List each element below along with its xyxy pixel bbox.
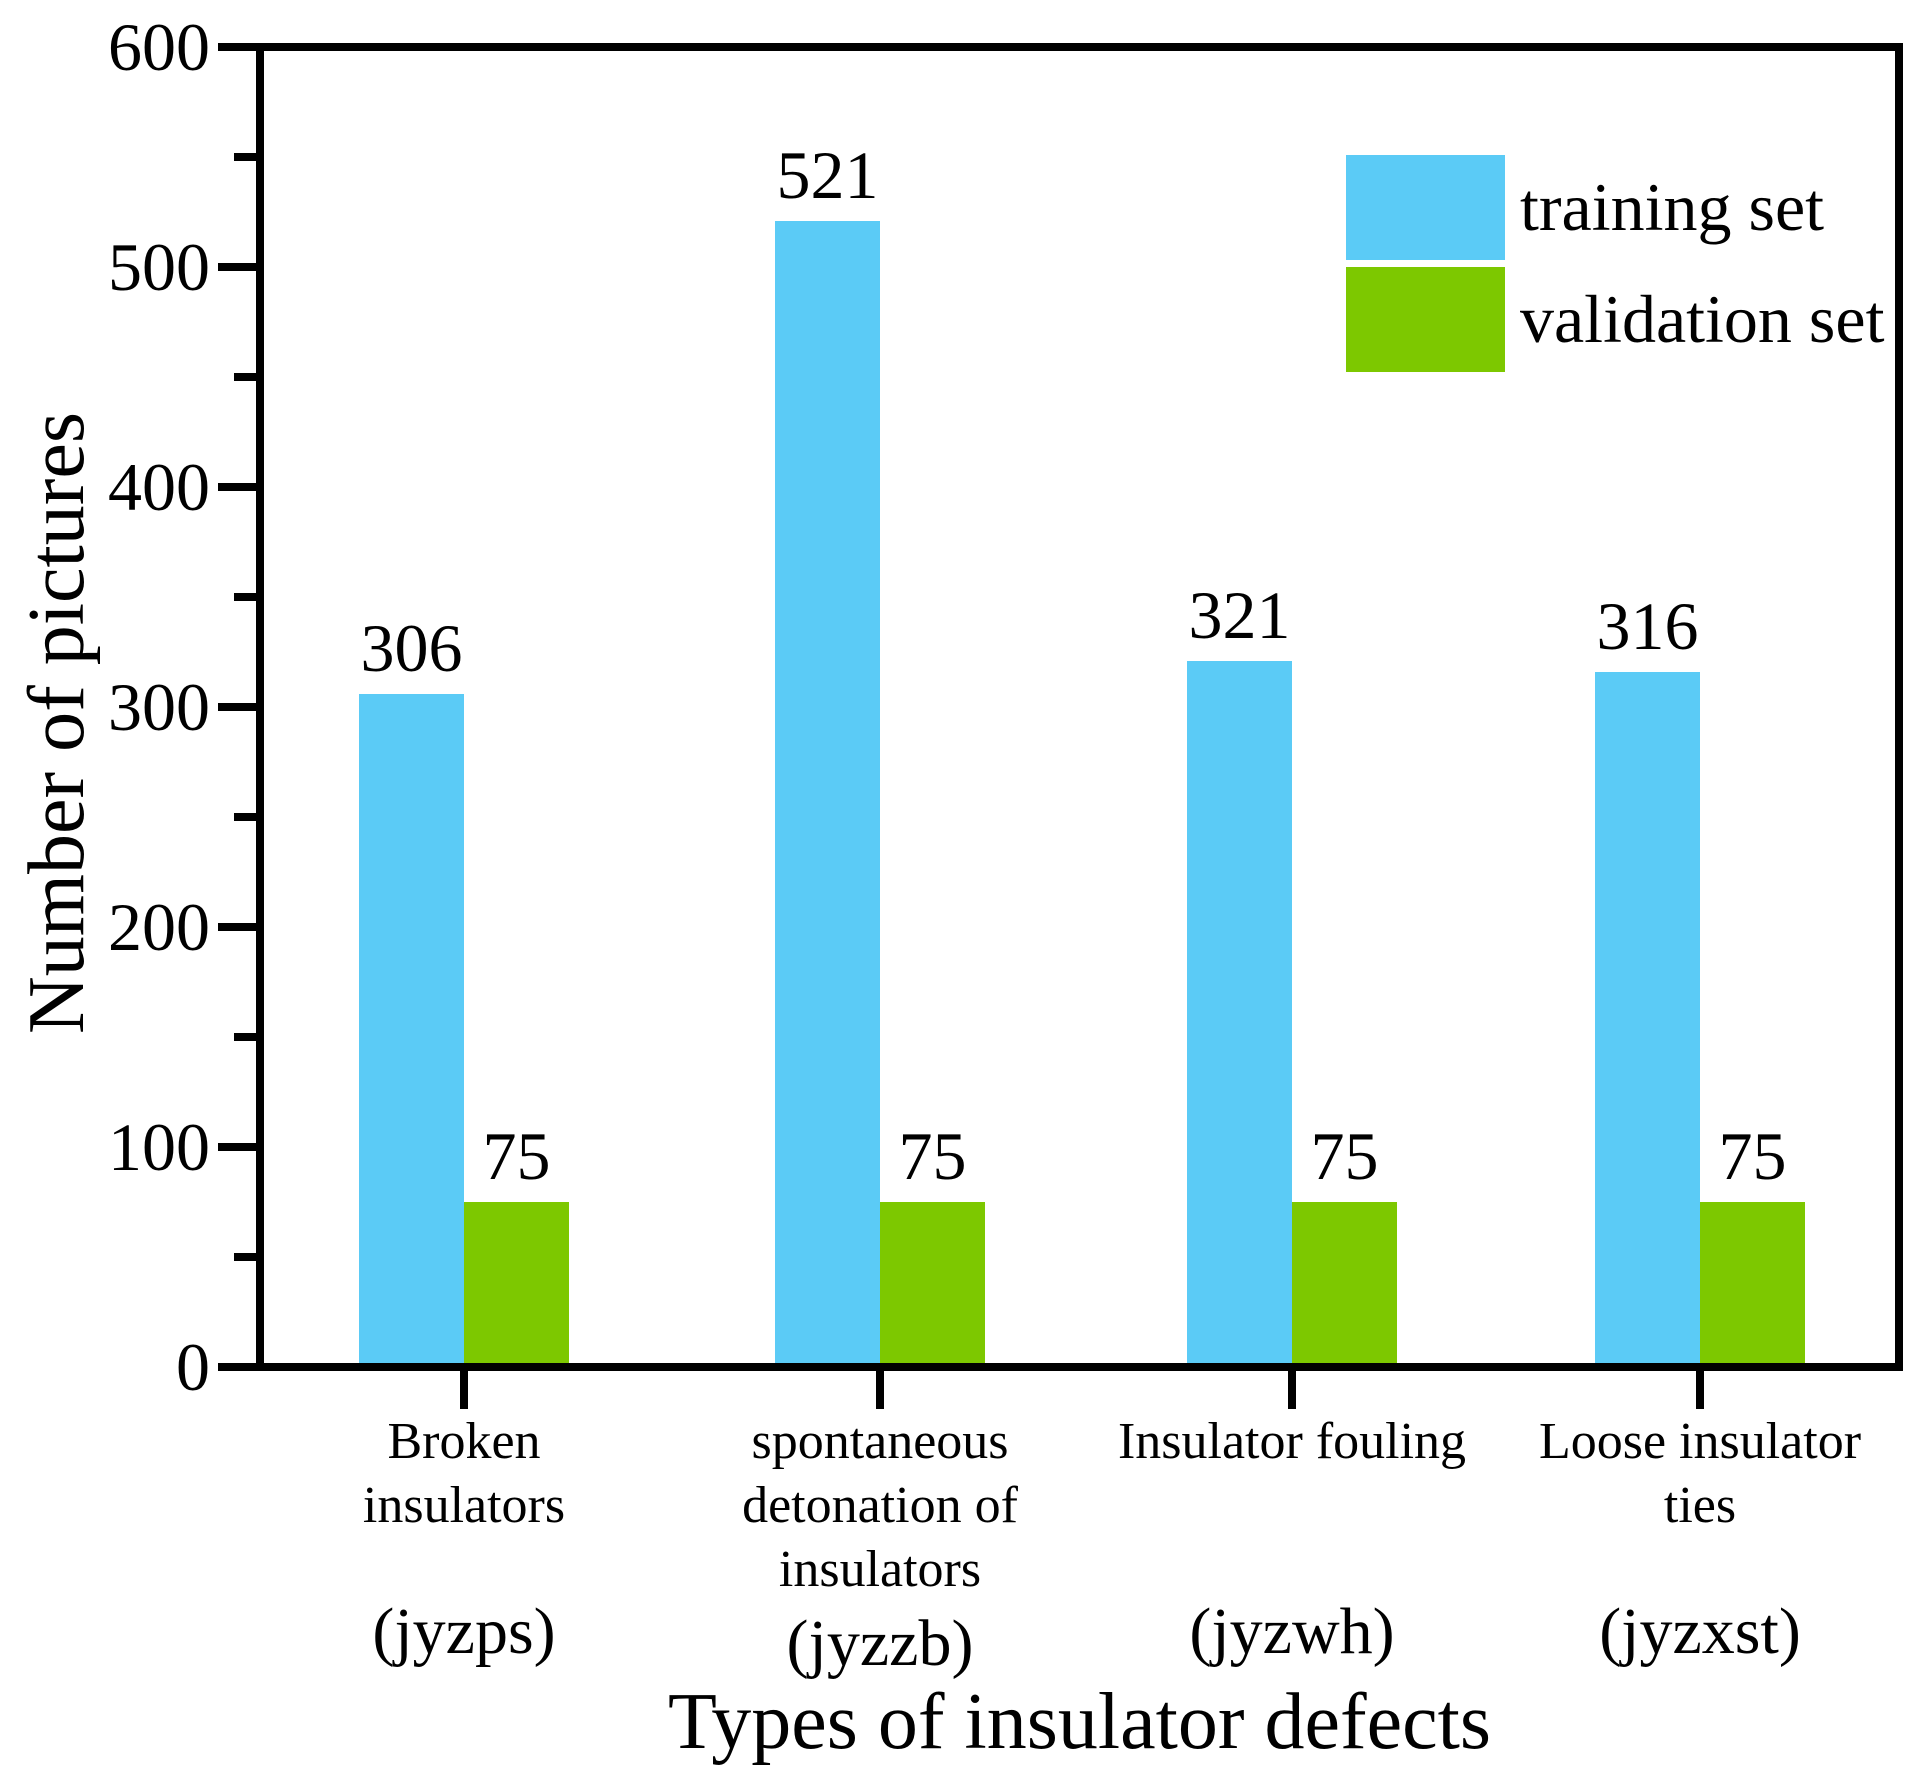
bar-validation-set-2 [1292,1202,1397,1363]
bar-validation-set-3 [1700,1202,1805,1363]
x-tick [1288,1371,1296,1409]
bar-training-set-3 [1595,672,1700,1363]
y-major-tick [218,43,256,51]
bar-value-label: 75 [482,1118,551,1194]
y-tick-label: 100 [108,1109,210,1185]
y-major-tick [218,1363,256,1371]
bar-validation-set-1 [880,1202,985,1363]
x-tick [1696,1371,1704,1409]
x-axis-title: Types of insulator defects [667,1678,1492,1766]
y-minor-tick [234,813,256,821]
legend-swatch-validation-set [1346,267,1505,372]
category-name-line: insulators [362,1477,566,1534]
y-minor-tick [234,593,256,601]
plot-area [264,51,1895,1363]
category-name: Broken insulators [234,1410,694,1538]
y-major-tick [218,263,256,271]
y-minor-tick [234,1253,256,1261]
y-major-tick [218,483,256,491]
x-tick [460,1371,468,1409]
y-major-tick [218,703,256,711]
y-tick-label: 600 [108,9,210,85]
bar-value-label: 75 [898,1118,967,1194]
y-tick-label: 200 [108,889,210,965]
y-major-tick [218,923,256,931]
bar-value-label: 306 [360,610,463,686]
y-tick-label: 300 [108,669,210,745]
y-minor-tick [234,153,256,161]
bar-value-label: 321 [1188,577,1291,653]
bar-training-set-1 [775,221,880,1363]
y-tick-label: 0 [176,1329,210,1405]
bar-value-label: 75 [1718,1118,1787,1194]
plot-frame [256,43,1903,1371]
y-tick-label: 500 [108,229,210,305]
x-tick [876,1371,884,1409]
bar-training-set-0 [359,694,464,1363]
category-code: (jyzwh) [1189,1595,1395,1668]
bar-value-label: 75 [1310,1118,1379,1194]
category-code: (jyzps) [372,1595,556,1668]
bar-value-label: 316 [1596,588,1699,664]
category-code: (jyzxst) [1599,1595,1801,1668]
category-name-line: ties [1663,1477,1737,1534]
bar-validation-set-0 [464,1202,569,1363]
category-name: spontaneous detonation of insulators [650,1410,1110,1602]
category-name-line: Insulator fouling [1117,1413,1467,1470]
y-tick-label: 400 [108,449,210,525]
legend-swatch-training-set [1346,155,1505,260]
category-name-line: spontaneous [751,1413,1009,1470]
category-name: Insulator fouling [1062,1410,1522,1474]
category-name: Loose insulator ties [1470,1410,1929,1538]
category-name-line: Broken [387,1413,541,1470]
bar-training-set-2 [1187,661,1292,1363]
category-name-line: detonation of [742,1477,1018,1534]
category-code: (jyzzb) [786,1607,974,1680]
y-minor-tick [234,373,256,381]
category-name-line: Loose insulator [1538,1413,1862,1470]
legend-label-training-set: training set [1520,169,1825,245]
y-major-tick [218,1143,256,1151]
bar-value-label: 521 [776,137,879,213]
category-name-line: insulators [778,1541,982,1598]
legend-label-validation-set: validation set [1520,281,1885,357]
y-minor-tick [234,1033,256,1041]
